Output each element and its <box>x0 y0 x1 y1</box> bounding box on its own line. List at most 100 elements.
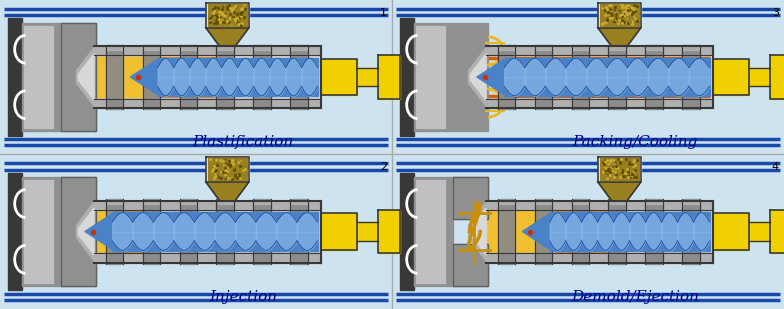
Bar <box>254 200 270 204</box>
Bar <box>416 26 445 128</box>
Bar <box>357 68 378 86</box>
Bar <box>392 154 784 309</box>
Bar <box>486 55 713 99</box>
Bar <box>770 55 784 99</box>
Text: 3: 3 <box>772 8 779 18</box>
Bar <box>143 200 159 204</box>
Polygon shape <box>522 214 550 249</box>
Bar <box>597 157 641 182</box>
Polygon shape <box>477 59 504 95</box>
Polygon shape <box>205 28 249 46</box>
Bar <box>143 45 160 109</box>
Bar <box>291 200 307 204</box>
Bar <box>645 45 662 109</box>
Bar <box>499 200 514 204</box>
Bar <box>550 212 710 251</box>
Bar <box>254 45 270 50</box>
Bar <box>486 210 713 253</box>
Bar <box>378 55 400 99</box>
Text: Plastification: Plastification <box>192 135 294 149</box>
Bar <box>96 211 144 252</box>
Bar <box>416 180 445 283</box>
Bar <box>291 45 307 50</box>
Bar <box>452 23 488 131</box>
Bar <box>180 199 197 264</box>
Polygon shape <box>470 208 486 255</box>
Bar <box>290 199 307 264</box>
Bar <box>400 173 413 290</box>
Text: Packing/Cooling: Packing/Cooling <box>572 135 698 149</box>
Bar <box>94 253 321 263</box>
Bar <box>96 57 158 97</box>
Bar <box>0 0 392 154</box>
Bar <box>749 68 770 86</box>
Bar <box>572 200 588 204</box>
Bar <box>486 46 713 55</box>
Bar <box>413 23 452 131</box>
Bar <box>392 0 784 154</box>
Bar <box>378 210 400 253</box>
Bar <box>216 45 234 109</box>
Bar <box>498 45 515 109</box>
Bar <box>600 158 639 180</box>
Bar <box>253 45 270 109</box>
Bar <box>600 4 639 26</box>
Text: Demold/Ejection: Demold/Ejection <box>571 290 699 304</box>
Text: 1: 1 <box>380 8 387 18</box>
Bar <box>143 199 160 264</box>
Text: 2: 2 <box>380 162 387 172</box>
Bar <box>21 177 60 286</box>
Bar <box>713 58 749 95</box>
Bar <box>413 177 452 286</box>
Bar <box>572 199 589 264</box>
Bar <box>572 45 589 109</box>
Polygon shape <box>470 54 486 100</box>
Bar <box>208 4 247 26</box>
Bar <box>96 211 117 252</box>
Bar <box>452 177 488 219</box>
Bar <box>180 45 197 109</box>
Bar <box>646 200 662 204</box>
Bar <box>488 211 554 252</box>
Bar <box>683 200 699 204</box>
Bar <box>498 199 515 264</box>
Bar <box>106 199 123 264</box>
Bar <box>749 222 770 241</box>
Polygon shape <box>78 54 94 100</box>
Bar <box>321 213 357 250</box>
Bar <box>609 45 625 50</box>
Bar <box>180 45 196 50</box>
Bar <box>682 199 699 264</box>
Bar <box>645 199 662 264</box>
Bar <box>486 253 713 263</box>
Bar <box>597 3 641 28</box>
Bar <box>713 213 749 250</box>
Bar <box>94 46 321 55</box>
Bar <box>535 200 551 204</box>
Bar <box>770 210 784 253</box>
Bar <box>24 26 53 128</box>
Bar <box>535 199 552 264</box>
Bar <box>608 45 626 109</box>
Bar <box>504 58 710 96</box>
Polygon shape <box>76 48 94 106</box>
Bar <box>94 55 321 99</box>
Bar <box>60 177 96 286</box>
Polygon shape <box>205 182 249 201</box>
Bar <box>321 58 357 95</box>
Bar <box>94 201 321 210</box>
Bar <box>107 200 122 204</box>
Bar <box>609 200 625 204</box>
Bar <box>253 199 270 264</box>
Bar <box>217 200 233 204</box>
Bar <box>24 180 53 283</box>
Bar <box>646 45 662 50</box>
Polygon shape <box>468 202 486 261</box>
Bar <box>452 244 488 286</box>
Polygon shape <box>597 28 641 46</box>
Bar <box>488 211 622 252</box>
Text: 4: 4 <box>772 162 779 172</box>
Bar <box>208 158 247 180</box>
Polygon shape <box>468 48 486 106</box>
Bar <box>94 210 321 253</box>
